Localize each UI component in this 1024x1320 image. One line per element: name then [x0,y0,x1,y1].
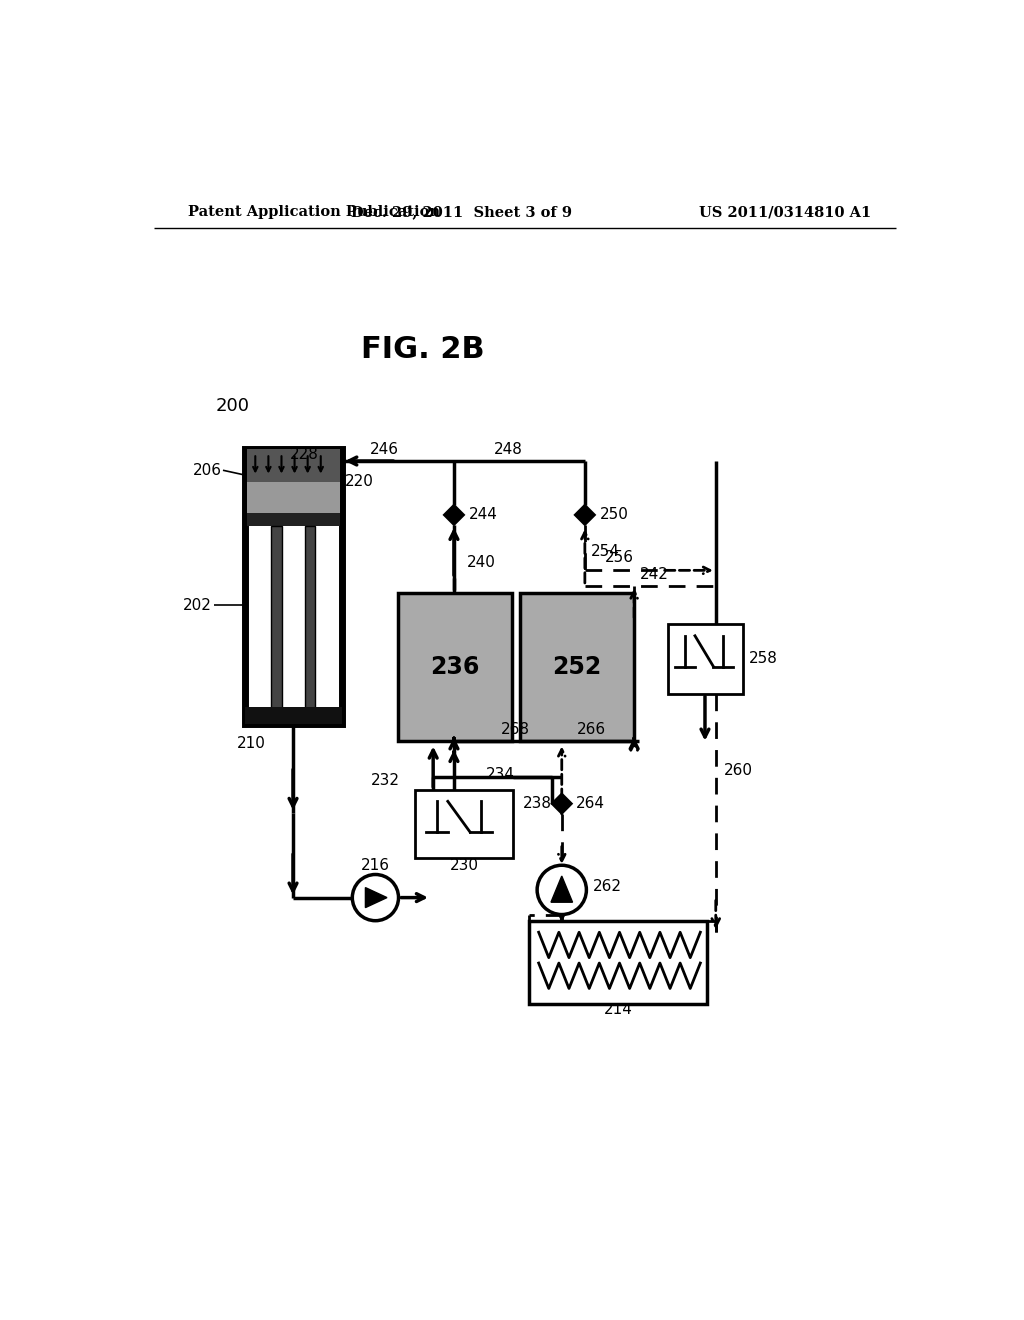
Bar [271,527,283,713]
Text: 258: 258 [749,651,778,667]
Text: 202: 202 [183,598,212,612]
Bar [247,482,340,512]
Text: 200: 200 [215,397,249,416]
Text: 230: 230 [451,858,479,873]
Text: 240: 240 [467,556,496,570]
Bar [520,594,634,742]
Text: FIG. 2B: FIG. 2B [361,335,485,364]
Text: 256: 256 [605,549,634,565]
Bar [247,450,340,482]
Bar [245,708,342,725]
Bar [397,594,512,742]
Text: 264: 264 [575,796,604,812]
Text: 220: 220 [345,474,374,490]
Text: 252: 252 [553,655,602,680]
Text: 232: 232 [371,774,400,788]
Polygon shape [551,876,572,903]
Text: 238: 238 [523,796,552,812]
Text: 250: 250 [600,507,629,523]
Text: US 2011/0314810 A1: US 2011/0314810 A1 [699,206,871,219]
Text: 206: 206 [193,463,221,478]
Bar [304,527,315,713]
Bar [247,512,340,527]
Text: 244: 244 [469,507,499,523]
Circle shape [538,866,587,915]
Text: 262: 262 [593,879,622,894]
Text: 266: 266 [577,722,605,738]
Text: 236: 236 [430,655,479,680]
Text: 210: 210 [237,737,265,751]
Text: 268: 268 [501,722,530,738]
Text: 254: 254 [591,544,620,558]
Polygon shape [552,793,571,813]
Circle shape [352,874,398,921]
Polygon shape [574,506,595,525]
Text: 214: 214 [603,1002,633,1016]
Text: 248: 248 [494,442,522,457]
Text: Dec. 29, 2011  Sheet 3 of 9: Dec. 29, 2011 Sheet 3 of 9 [351,206,572,219]
Polygon shape [366,887,387,908]
Text: 260: 260 [724,763,753,777]
Polygon shape [444,506,464,525]
Text: 228: 228 [290,447,318,462]
Text: 246: 246 [370,442,399,457]
Text: 216: 216 [360,858,390,873]
Bar [529,921,707,1003]
Text: Patent Application Publication: Patent Application Publication [188,206,440,219]
Bar [668,624,742,693]
Text: 234: 234 [485,767,515,781]
Text: 242: 242 [640,566,669,582]
Bar [245,450,342,725]
Bar [416,789,513,858]
